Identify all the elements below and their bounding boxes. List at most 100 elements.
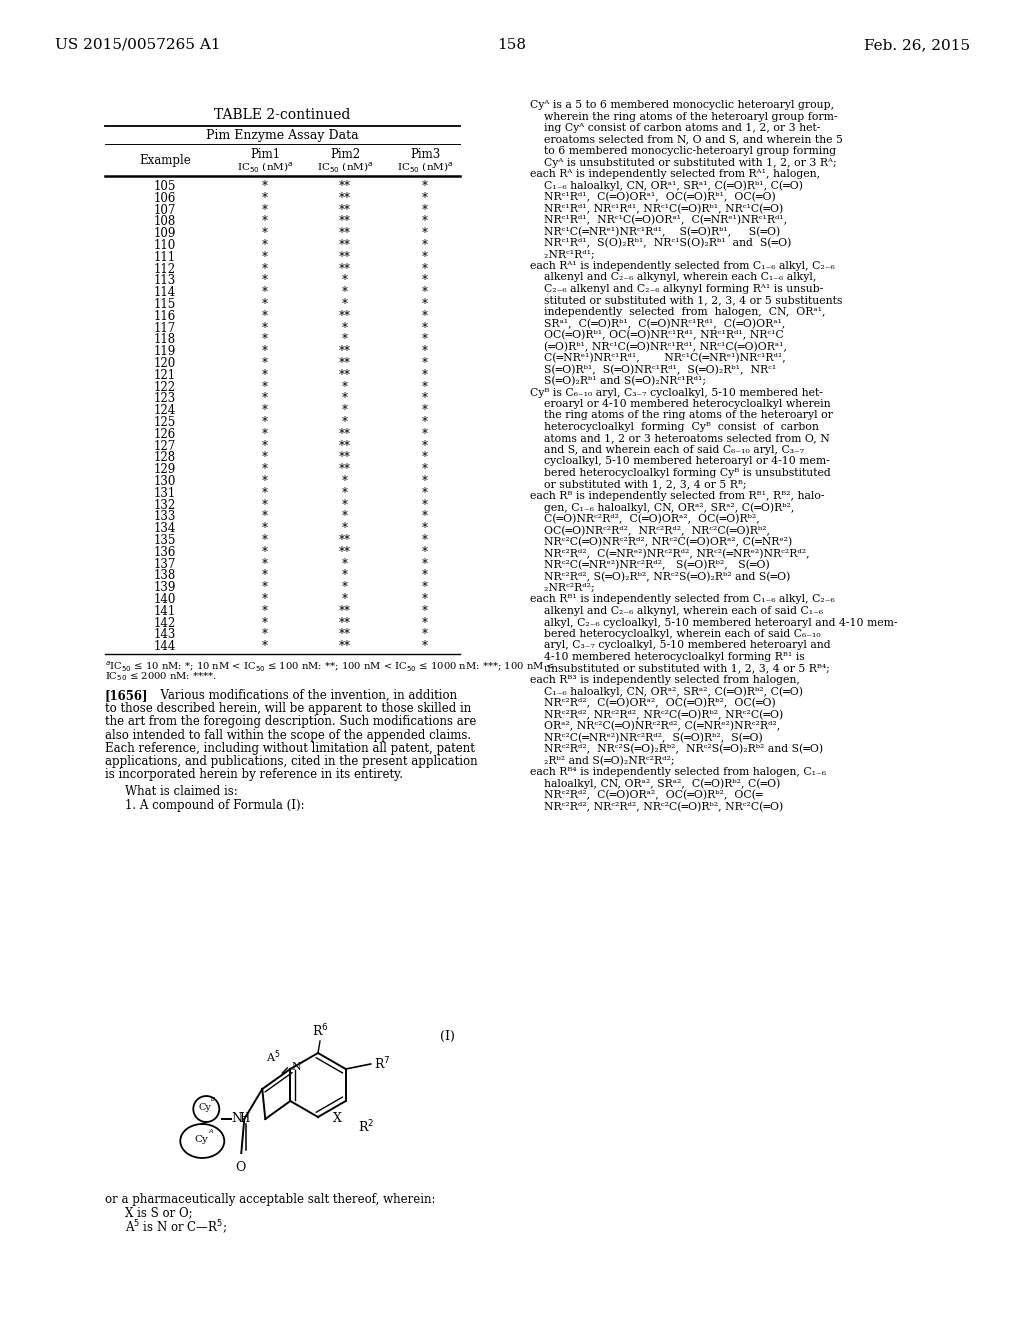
Text: IC$_{50}$ (nM)$^{a}$: IC$_{50}$ (nM)$^{a}$ (237, 160, 293, 174)
Text: Cyᴬ is a 5 to 6 membered monocyclic heteroaryl group,: Cyᴬ is a 5 to 6 membered monocyclic hete… (530, 100, 835, 110)
Text: *: * (342, 569, 348, 582)
Text: ORᵃ², NRᶜ²C(═O)NRᶜ²Rᵈ², C(═NRᵉ²)NRᶜ²Rᵈ²,: ORᵃ², NRᶜ²C(═O)NRᶜ²Rᵈ², C(═NRᵉ²)NRᶜ²Rᵈ², (530, 721, 780, 731)
Text: 125: 125 (154, 416, 176, 429)
Text: 120: 120 (154, 356, 176, 370)
Text: *: * (422, 346, 428, 358)
Text: *: * (422, 545, 428, 558)
Text: 118: 118 (154, 334, 176, 346)
Text: *: * (342, 380, 348, 393)
Text: Cy: Cy (195, 1135, 208, 1144)
Text: each Rᴬ is independently selected from Rᴬ¹, halogen,: each Rᴬ is independently selected from R… (530, 169, 820, 180)
Text: *: * (422, 628, 428, 642)
Text: 158: 158 (498, 38, 526, 51)
Text: *: * (262, 535, 268, 546)
Text: *: * (422, 569, 428, 582)
Text: *: * (422, 440, 428, 453)
Text: H: H (240, 1113, 250, 1126)
Text: *: * (422, 475, 428, 488)
Text: *: * (422, 616, 428, 630)
Text: 112: 112 (154, 263, 176, 276)
Text: S(═O)₂Rᵇ¹ and S(═O)₂NRᶜ¹Rᵈ¹;: S(═O)₂Rᵇ¹ and S(═O)₂NRᶜ¹Rᵈ¹; (530, 376, 706, 387)
Text: *: * (422, 322, 428, 334)
Text: Cyᴮ is C₆₋₁₀ aryl, C₃₋₇ cycloalkyl, 5-10 membered het-: Cyᴮ is C₆₋₁₀ aryl, C₃₋₇ cycloalkyl, 5-10… (530, 388, 823, 397)
Text: *: * (422, 416, 428, 429)
Text: 133: 133 (154, 511, 176, 524)
Text: 137: 137 (154, 557, 176, 570)
Text: **: ** (339, 640, 351, 653)
Text: to 6 membered monocyclic-heteroaryl group forming: to 6 membered monocyclic-heteroaryl grou… (530, 147, 837, 156)
Text: N: N (231, 1113, 243, 1126)
Text: *: * (262, 203, 268, 216)
Text: 126: 126 (154, 428, 176, 441)
Text: 129: 129 (154, 463, 176, 477)
Text: **: ** (339, 191, 351, 205)
Text: **: ** (339, 605, 351, 618)
Text: *: * (422, 392, 428, 405)
Text: each Rᴮ⁴ is independently selected from halogen, C₁₋₆: each Rᴮ⁴ is independently selected from … (530, 767, 826, 777)
Text: 135: 135 (154, 535, 176, 546)
Text: gen, C₁₋₆ haloalkyl, CN, ORᵃ², SRᵃ², C(═O)Rᵇ²,: gen, C₁₋₆ haloalkyl, CN, ORᵃ², SRᵃ², C(═… (530, 503, 795, 513)
Text: independently  selected  from  halogen,  CN,  ORᵃ¹,: independently selected from halogen, CN,… (530, 308, 825, 317)
Text: *: * (422, 593, 428, 606)
Text: 143: 143 (154, 628, 176, 642)
Text: OC(═O)NRᶜ²Rᵈ²,  NRᶜ²Rᵈ²,  NRᶜ²C(═O)Rᵇ²,: OC(═O)NRᶜ²Rᵈ², NRᶜ²Rᵈ², NRᶜ²C(═O)Rᵇ², (530, 525, 770, 536)
Text: *: * (262, 616, 268, 630)
Text: 119: 119 (154, 346, 176, 358)
Text: *: * (262, 298, 268, 312)
Text: **: ** (339, 239, 351, 252)
Text: aryl, C₃₋₇ cycloalkyl, 5-10 membered heteroaryl and: aryl, C₃₋₇ cycloalkyl, 5-10 membered het… (530, 640, 830, 651)
Text: $^{B}$: $^{B}$ (210, 1098, 216, 1106)
Text: *: * (422, 380, 428, 393)
Text: *: * (262, 557, 268, 570)
Text: *: * (262, 356, 268, 370)
Text: *: * (262, 286, 268, 300)
Text: (I): (I) (440, 1030, 455, 1043)
Text: *: * (422, 535, 428, 546)
Text: Pim2: Pim2 (330, 148, 360, 161)
Text: *: * (422, 263, 428, 276)
Text: 115: 115 (154, 298, 176, 312)
Text: *: * (262, 511, 268, 524)
Text: *: * (422, 239, 428, 252)
Text: $^{A}$: $^{A}$ (208, 1129, 214, 1138)
Text: *: * (262, 499, 268, 512)
Text: *: * (262, 593, 268, 606)
Text: 132: 132 (154, 499, 176, 512)
Text: *: * (262, 251, 268, 264)
Text: *: * (422, 356, 428, 370)
Text: or substituted with 1, 2, 3, 4 or 5 Rᴮ;: or substituted with 1, 2, 3, 4 or 5 Rᴮ; (530, 479, 746, 490)
Text: 105: 105 (154, 180, 176, 193)
Text: *: * (262, 640, 268, 653)
Text: *: * (422, 191, 428, 205)
Text: alkenyl and C₂₋₆ alkynyl, wherein each C₁₋₆ alkyl,: alkenyl and C₂₋₆ alkynyl, wherein each C… (530, 272, 816, 282)
Text: *: * (422, 640, 428, 653)
Text: *: * (262, 628, 268, 642)
Text: 136: 136 (154, 545, 176, 558)
Text: 113: 113 (154, 275, 176, 288)
Text: NRᶜ¹C(═NRᵉ¹)NRᶜ¹Rᵈ¹,    S(═O)Rᵇ¹,     S(═O): NRᶜ¹C(═NRᵉ¹)NRᶜ¹Rᵈ¹, S(═O)Rᵇ¹, S(═O) (530, 227, 780, 236)
Text: **: ** (339, 263, 351, 276)
Text: *: * (262, 416, 268, 429)
Text: applications, and publications, cited in the present application: applications, and publications, cited in… (105, 755, 477, 768)
Text: *: * (262, 180, 268, 193)
Text: *: * (262, 310, 268, 323)
Text: NRᶜ²Rᵈ², NRᶜ²Rᵈ², NRᶜ²C(═O)Rᵇ², NRᶜ²C(═O): NRᶜ²Rᵈ², NRᶜ²Rᵈ², NRᶜ²C(═O)Rᵇ², NRᶜ²C(═O… (530, 801, 783, 812)
Text: each Rᴮ¹ is independently selected from C₁₋₆ alkyl, C₂₋₆: each Rᴮ¹ is independently selected from … (530, 594, 835, 605)
Text: Example: Example (139, 154, 190, 168)
Text: 114: 114 (154, 286, 176, 300)
Text: Pim Enzyme Assay Data: Pim Enzyme Assay Data (206, 129, 358, 143)
Text: 130: 130 (154, 475, 176, 488)
Text: each Rᴮ is independently selected from Rᴮ¹, Rᴮ², halo-: each Rᴮ is independently selected from R… (530, 491, 824, 502)
Text: 122: 122 (154, 380, 176, 393)
Text: *: * (262, 275, 268, 288)
Text: TABLE 2-continued: TABLE 2-continued (214, 108, 350, 121)
Text: atoms and 1, 2 or 3 heteroatoms selected from O, N: atoms and 1, 2 or 3 heteroatoms selected… (530, 433, 829, 444)
Text: *: * (342, 392, 348, 405)
Text: each Rᴮ³ is independently selected from halogen,: each Rᴮ³ is independently selected from … (530, 675, 800, 685)
Text: *: * (422, 557, 428, 570)
Text: *: * (342, 593, 348, 606)
Text: *: * (262, 334, 268, 346)
Text: *: * (422, 463, 428, 477)
Text: **: ** (339, 180, 351, 193)
Text: *: * (262, 463, 268, 477)
